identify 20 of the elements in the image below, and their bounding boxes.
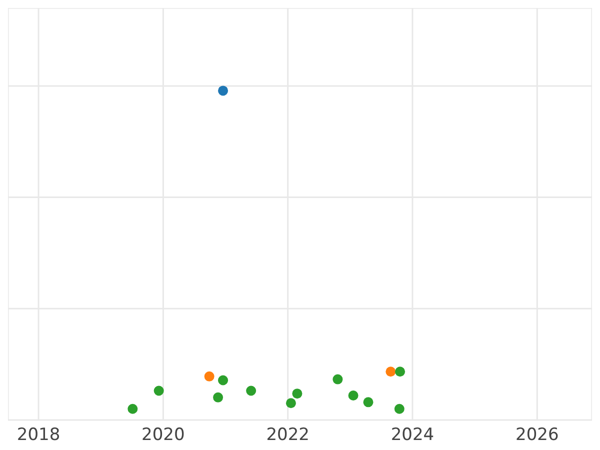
point [213, 392, 224, 402]
point [286, 398, 296, 408]
x-tick-label: 2018 [16, 425, 60, 446]
point [218, 375, 228, 386]
point [363, 397, 374, 408]
point [218, 86, 228, 96]
x-tick-label: 2022 [266, 425, 310, 446]
point [246, 386, 256, 396]
point [394, 404, 404, 414]
point [154, 386, 164, 396]
point [332, 374, 343, 384]
point [348, 390, 358, 401]
point [386, 366, 396, 377]
point [204, 371, 214, 382]
x-tick-label: 2026 [516, 425, 559, 446]
point [292, 388, 302, 399]
x-tick-label: 2024 [390, 425, 434, 446]
point [395, 366, 406, 377]
point [128, 404, 138, 414]
x-tick-label: 2020 [142, 425, 185, 446]
